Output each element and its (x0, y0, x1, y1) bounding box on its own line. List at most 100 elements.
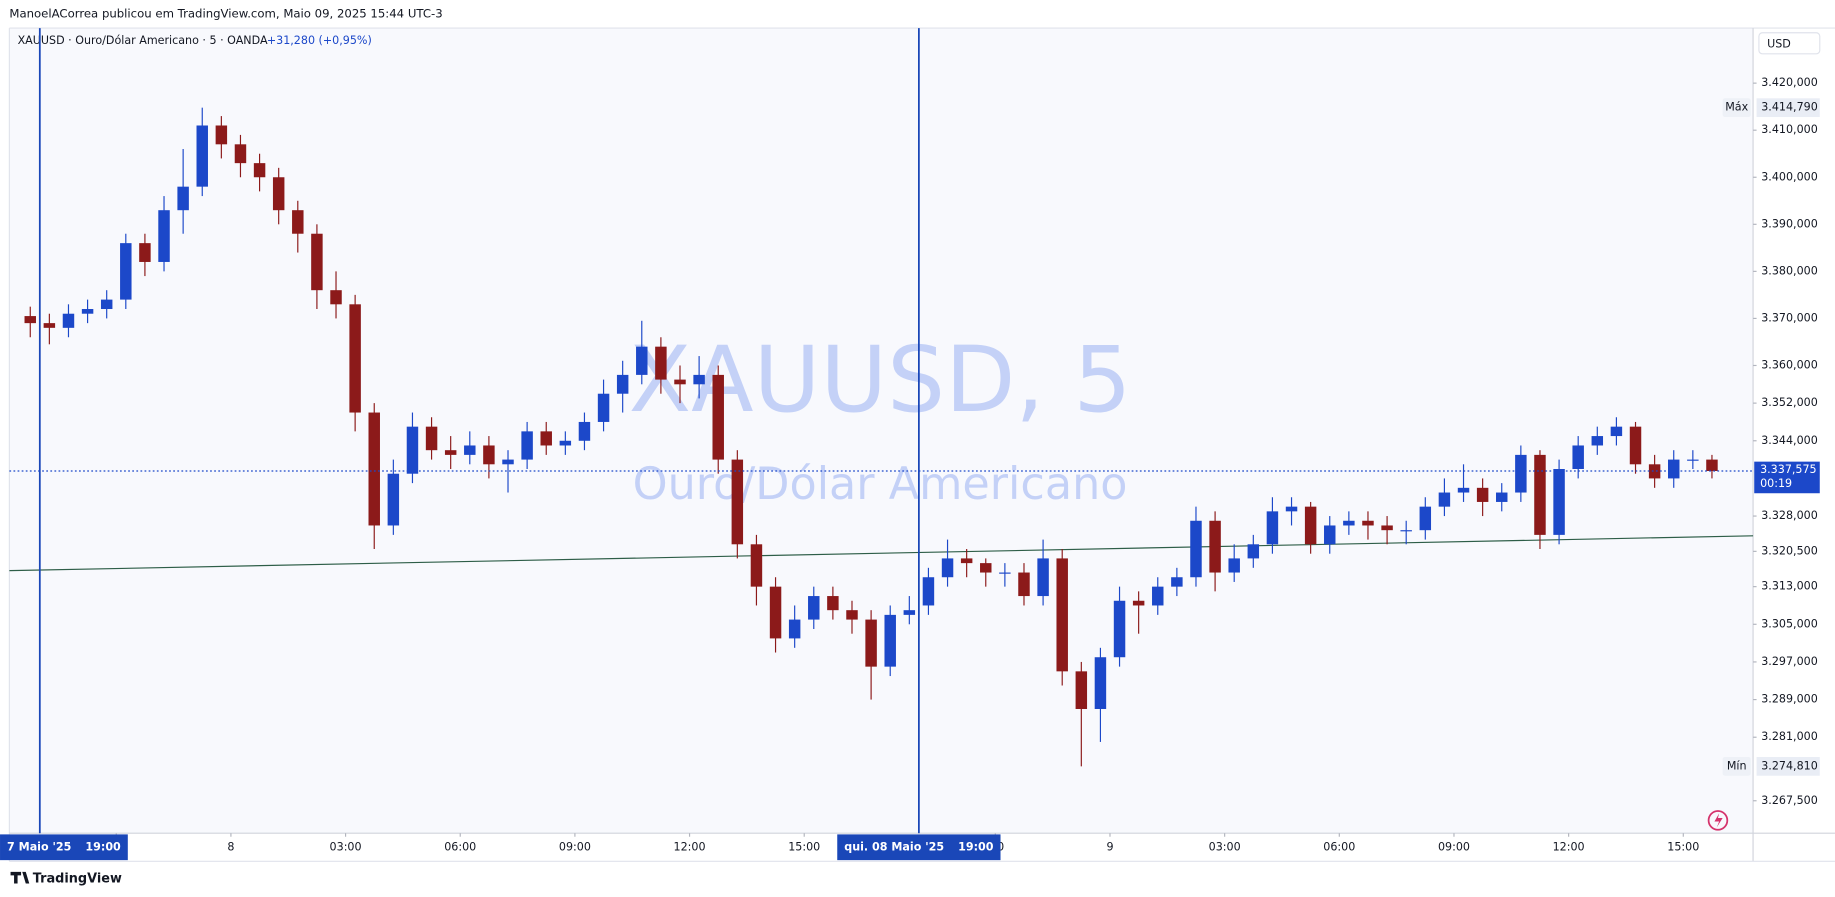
candle-body (960, 558, 973, 564)
candle-body (425, 426, 438, 451)
alert-icon[interactable] (1707, 810, 1729, 831)
x-tick-label: 12:00 (1553, 840, 1585, 853)
x-tick-label: 03:00 (330, 840, 362, 853)
x-tick-label: 06:00 (444, 840, 476, 853)
y-tick-label: 3.420,000 (1761, 76, 1818, 89)
candle-body (349, 304, 361, 413)
candle-body (215, 125, 228, 145)
alert-icon-bolt (1714, 813, 1723, 828)
y-tick-label: 3.289,000 (1761, 693, 1818, 706)
candle-body (1152, 586, 1164, 606)
candle-body (311, 233, 323, 291)
x-tick-label: 12:00 (674, 840, 706, 853)
candle-body (1190, 520, 1202, 578)
candle-body (330, 290, 342, 305)
candle-body (1438, 492, 1451, 507)
y-tick-label: 3.305,000 (1761, 617, 1818, 630)
max-value-label: 3.414,790 (1761, 101, 1818, 114)
candle-body (1610, 426, 1623, 437)
brand-name: TradingView (33, 871, 122, 886)
time-label-box: qui. 08 Maio '25 19:00 (837, 834, 1001, 861)
symbol-title: XAUUSD · Ouro/Dólar Americano · 5 · OAND… (18, 34, 268, 47)
candle-body (674, 379, 686, 385)
x-tick-label: 09:00 (559, 840, 591, 853)
candle-body (559, 440, 572, 446)
x-tick-label: 15:00 (788, 840, 820, 853)
candle-body (521, 431, 533, 460)
min-value-box (1756, 756, 1820, 776)
candle-body (292, 210, 304, 234)
candle-body (1362, 520, 1374, 526)
candle-body (616, 374, 629, 394)
candle-body (808, 596, 820, 620)
candle-body (464, 445, 476, 455)
change-label: +31,280 (+0,95%) (267, 34, 372, 47)
candle-body (769, 586, 782, 639)
last-price-box (1754, 461, 1820, 494)
candle-body (272, 177, 285, 211)
x-tick-label: 8 (227, 840, 234, 853)
y-tick-label: 3.267,500 (1761, 794, 1818, 807)
y-tick-label: 3.281,000 (1761, 730, 1818, 743)
candle-body (158, 210, 170, 262)
candle-body (884, 614, 896, 667)
time-label-box: 7 Maio '25 19:00 (0, 834, 128, 861)
candle-body (1706, 459, 1718, 472)
y-tick-label: 3.360,000 (1761, 358, 1818, 371)
candle-body (1018, 572, 1030, 597)
marks: 3.420,000 3.410,000 3.400,000 3.390,000 3.38… (9, 76, 1818, 853)
candle-body (1247, 544, 1260, 559)
candle-body (234, 144, 247, 164)
overlay: XAUUSD · Ouro/Dólar Americano · 5 · OAND… (0, 28, 1821, 886)
time-label-bg (837, 834, 1001, 861)
trend-line (9, 535, 1754, 572)
candle-body (1687, 459, 1699, 461)
candle-body (827, 596, 839, 611)
candle-body (81, 309, 94, 314)
y-tick-label: 3.352,000 (1761, 396, 1818, 409)
brand-logo (10, 871, 30, 884)
y-tick-label: 3.370,000 (1761, 311, 1818, 324)
y-tick-label: 3.400,000 (1761, 170, 1818, 183)
candle-body (1419, 506, 1432, 531)
candle-body (1343, 520, 1355, 526)
candle-body (1228, 558, 1240, 573)
x-tick-label: 03:00 (1209, 840, 1241, 853)
candle-body (1094, 657, 1107, 709)
candle-body (502, 459, 514, 465)
candle-body (693, 374, 705, 385)
publish-info: ManoelACorrea publicou em TradingView.co… (9, 7, 442, 21)
time-label-time: 19:00 (958, 840, 994, 853)
y-tick-label: 3.313,000 (1761, 580, 1818, 593)
candle-body (1553, 469, 1565, 535)
candle-body (1285, 506, 1298, 512)
x-tick-label: 9 (1106, 840, 1113, 853)
candle-body (1037, 558, 1049, 597)
x-tick-label: 09:00 (1438, 840, 1470, 853)
watermark-symbol: XAUUSD, 5 (629, 326, 1132, 433)
candle-body (788, 619, 801, 639)
candle-body (253, 163, 266, 178)
watermark-description: Ouro/Dólar Americano (633, 459, 1128, 510)
candle-body (1132, 600, 1145, 606)
candle-body (1496, 492, 1508, 502)
candle-body (999, 572, 1011, 574)
y-tick-label: 3.297,000 (1761, 655, 1818, 668)
candle-body (846, 610, 858, 620)
time-label-date: 7 Maio '25 (7, 840, 71, 853)
candle-body (139, 243, 151, 262)
candle-body (177, 186, 189, 211)
candle-body (597, 393, 610, 422)
plot-area (9, 28, 1754, 834)
y-tick-label: 3.320,500 (1761, 544, 1818, 557)
candle-body (406, 426, 419, 474)
candle-body (368, 412, 380, 526)
max-tag: Máx (1725, 101, 1748, 114)
candle-body (1056, 558, 1068, 672)
candle-body (62, 313, 75, 328)
currency-box (1758, 32, 1821, 55)
y-tick-label: 3.380,000 (1761, 264, 1818, 277)
candle-body (1266, 511, 1279, 545)
